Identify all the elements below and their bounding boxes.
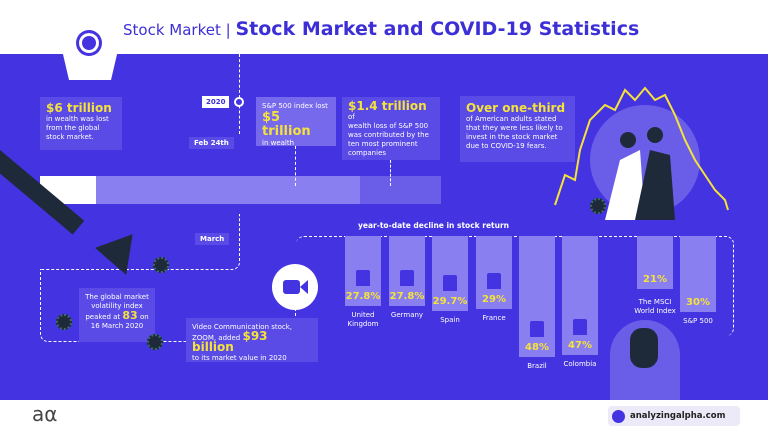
volatility-peak-prefix: peaked at	[85, 313, 121, 321]
landmark-icon	[443, 275, 457, 292]
date-tag-feb: Feb 24th	[189, 137, 234, 149]
sp-lost-suffix: in wealth	[262, 139, 295, 147]
bar: 47%	[562, 236, 598, 355]
volatility-peak-suffix: on	[139, 313, 149, 321]
card-one-four-trillion: $1.4 trillion of wealth loss of S&P 500 …	[342, 97, 440, 160]
card-zoom: Video Communication stock, ZOOM, added $…	[186, 318, 318, 362]
one-four-value: $1.4 trillion	[348, 99, 427, 113]
footer: aα analyzingalpha.com	[0, 400, 768, 432]
globe-icon	[612, 409, 625, 423]
card-volatility: The global market volatility index peake…	[79, 288, 155, 342]
bar: 30%	[680, 236, 716, 312]
landmark-icon	[530, 321, 544, 338]
category-label: The MSCI World Index	[634, 298, 676, 316]
bar: 27.8%	[345, 236, 381, 307]
virus-icon	[56, 314, 72, 330]
page-title: Stock Market and COVID-19 Statistics	[235, 18, 640, 40]
timeline-dashed-line	[40, 214, 240, 270]
virus-icon	[147, 334, 163, 350]
category-label: Brazil	[527, 362, 547, 371]
bar: 27.8%	[389, 236, 425, 307]
progress-segment	[360, 176, 441, 204]
bar-value-label: 47%	[568, 339, 592, 351]
virus-icon	[76, 30, 102, 56]
volatility-date: 16 March 2020	[90, 322, 144, 330]
bar-value-label: 27.8%	[345, 291, 381, 303]
timeline-dashed-line	[239, 54, 240, 134]
category-label: Spain	[440, 316, 460, 325]
bar-value-label: 21%	[643, 274, 667, 286]
category-label: S&P 500	[683, 316, 713, 325]
category-label: France	[482, 314, 506, 323]
stock-crash-illustration	[554, 86, 729, 220]
sp-lost-text: S&P 500 index lost	[262, 102, 328, 110]
landmark-icon	[400, 270, 414, 287]
category-label: Germany	[390, 311, 424, 320]
bar-value-label: 27.8%	[389, 291, 425, 303]
bar-value-label: 29%	[482, 294, 506, 306]
site-url: analyzingalpha.com	[630, 411, 726, 421]
category-label: Colombia	[563, 359, 597, 368]
volatility-text: The global market volatility index	[85, 293, 149, 310]
landmark-icon	[487, 273, 501, 290]
category-label: United Kingdom	[347, 311, 379, 329]
zoom-text: Video Communication stock,	[192, 323, 293, 331]
analyzing-alpha-logo: aα	[32, 402, 58, 426]
bar-value-label: 48%	[525, 342, 549, 354]
landmark-icon	[356, 270, 370, 287]
connector	[390, 160, 391, 186]
timeline-node	[234, 97, 244, 107]
year-tag: 2020	[202, 96, 230, 108]
bar: 48%	[519, 236, 555, 358]
bar: 21%	[637, 236, 673, 290]
connector	[295, 146, 296, 186]
one-four-suffix: of	[348, 113, 355, 121]
six-trillion-text: in wealth was lost from the global stock…	[46, 115, 109, 141]
card-six-trillion: $6 trillion in wealth was lost from the …	[40, 97, 122, 150]
volatility-value: 83	[122, 309, 138, 322]
card-sp-lost: S&P 500 index lost $5 trillion in wealth	[256, 97, 336, 147]
thinking-man-illustration	[610, 320, 680, 400]
bar-value-label: 29.7%	[432, 296, 468, 308]
date-tag-march: March	[195, 233, 230, 245]
card-one-third: Over one-third of American adults stated…	[460, 96, 575, 162]
six-trillion-value: $6 trillion	[46, 101, 112, 115]
virus-icon	[590, 198, 606, 214]
bar: 29.7%	[432, 236, 468, 312]
one-third-value: Over one-third	[466, 101, 566, 115]
video-camera-icon	[272, 264, 318, 310]
zoom-prefix: ZOOM, added	[192, 334, 241, 342]
chart-title: year-to-date decline in stock return	[358, 221, 510, 230]
bar: 29%	[476, 236, 512, 310]
category-label: Stock Market	[123, 21, 221, 39]
virus-icon	[153, 257, 169, 273]
landmark-icon	[573, 318, 587, 335]
site-badge[interactable]: analyzingalpha.com	[608, 406, 740, 426]
one-four-text: wealth loss of S&P 500 was contributed b…	[348, 122, 429, 157]
sp-lost-value: $5 trillion	[262, 110, 311, 139]
chart-dashed-frame	[296, 236, 734, 336]
one-third-text: of American adults stated that they were…	[466, 115, 563, 150]
zoom-value: $93 billion	[192, 329, 268, 354]
title-separator: |	[225, 21, 231, 39]
bar-value-label: 30%	[686, 296, 710, 308]
zoom-suffix: to its market value in 2020	[192, 354, 287, 362]
header: Stock Market | Stock Market and COVID-19…	[0, 0, 768, 80]
